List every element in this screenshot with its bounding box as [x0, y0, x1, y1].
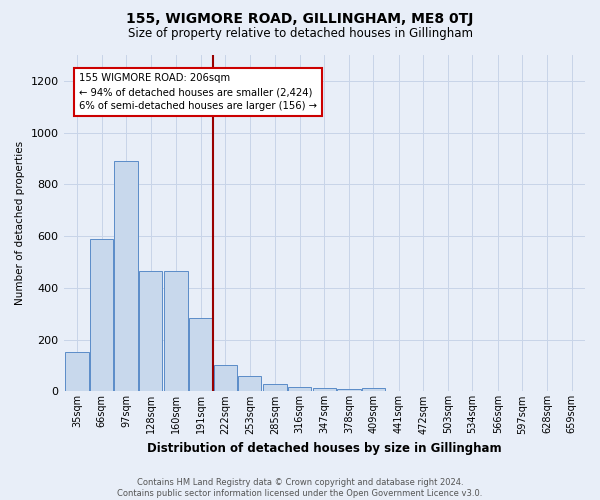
Bar [362, 388, 385, 392]
Y-axis label: Number of detached properties: Number of detached properties [15, 141, 25, 306]
Bar [189, 318, 212, 392]
Bar [288, 386, 311, 392]
Text: Size of property relative to detached houses in Gillingham: Size of property relative to detached ho… [128, 28, 473, 40]
Bar [313, 388, 336, 392]
Bar [337, 389, 361, 392]
Bar [115, 161, 138, 392]
Bar [238, 376, 262, 392]
Text: 155, WIGMORE ROAD, GILLINGHAM, ME8 0TJ: 155, WIGMORE ROAD, GILLINGHAM, ME8 0TJ [127, 12, 473, 26]
Bar [263, 384, 287, 392]
X-axis label: Distribution of detached houses by size in Gillingham: Distribution of detached houses by size … [147, 442, 502, 455]
Bar [164, 271, 188, 392]
Bar [139, 271, 163, 392]
Text: 155 WIGMORE ROAD: 206sqm
← 94% of detached houses are smaller (2,424)
6% of semi: 155 WIGMORE ROAD: 206sqm ← 94% of detach… [79, 73, 317, 111]
Bar [90, 238, 113, 392]
Bar [214, 364, 237, 392]
Text: Contains HM Land Registry data © Crown copyright and database right 2024.
Contai: Contains HM Land Registry data © Crown c… [118, 478, 482, 498]
Bar [65, 352, 89, 392]
